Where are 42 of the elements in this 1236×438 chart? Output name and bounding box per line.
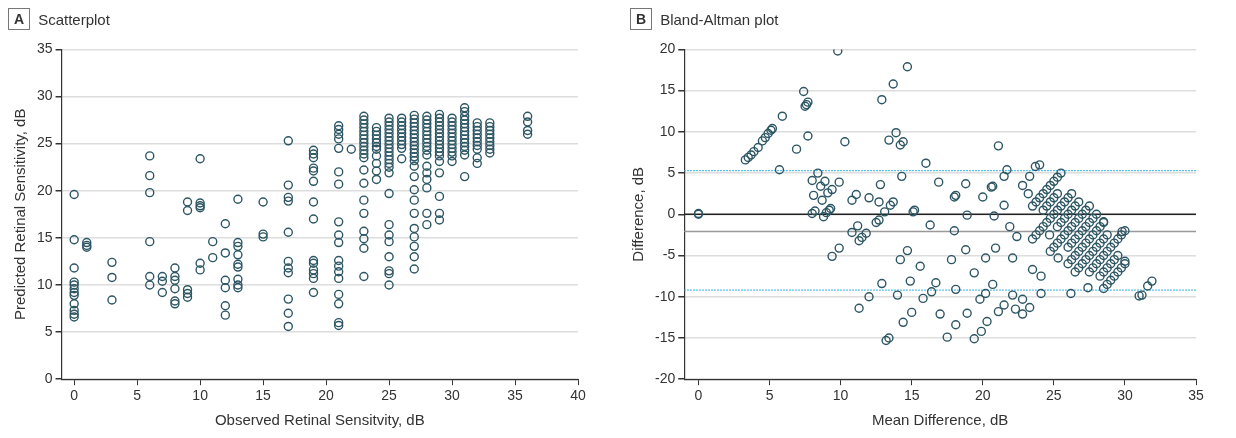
x-tick-label: 5 bbox=[765, 387, 774, 404]
y-tick-label: 10 bbox=[659, 122, 676, 139]
chart-title: Scatterplot bbox=[38, 10, 110, 28]
x-tick-label: 25 bbox=[381, 387, 398, 404]
x-tick-label: 0 bbox=[694, 387, 703, 404]
y-tick-label: 20 bbox=[659, 40, 676, 57]
chart-title: Bland-Altman plot bbox=[660, 10, 779, 28]
x-tick-label: 15 bbox=[903, 387, 920, 404]
y-tick-label: 35 bbox=[36, 40, 53, 57]
x-tick-label: 25 bbox=[1046, 387, 1062, 404]
x-tick-label: 20 bbox=[318, 387, 335, 404]
x-tick-label: 5 bbox=[133, 387, 142, 404]
y-tick-label: -5 bbox=[662, 246, 676, 263]
y-axis-title: Difference, dB bbox=[629, 166, 647, 262]
x-tick-label: 35 bbox=[1188, 387, 1204, 404]
x-tick-label: 10 bbox=[832, 387, 849, 404]
x-tick-label: 10 bbox=[192, 387, 209, 404]
y-tick-label: -15 bbox=[655, 328, 676, 345]
y-tick-label: 20 bbox=[36, 181, 53, 198]
x-tick-label: 30 bbox=[1117, 387, 1133, 404]
y-axis-title: Predicted Retinal Sensitivity, dB bbox=[11, 108, 29, 321]
y-tick-label: 15 bbox=[36, 228, 53, 245]
x-tick-label: 35 bbox=[507, 387, 524, 404]
y-tick-label: 5 bbox=[44, 322, 53, 339]
x-tick-label: 0 bbox=[70, 387, 79, 404]
y-tick-label: 0 bbox=[667, 205, 676, 222]
y-tick-label: 30 bbox=[36, 87, 53, 104]
x-tick-label: 30 bbox=[444, 387, 461, 404]
x-tick-label: 40 bbox=[570, 387, 586, 404]
y-tick-label: 10 bbox=[36, 275, 53, 292]
y-tick-label: -20 bbox=[655, 370, 676, 387]
y-tick-label: 0 bbox=[44, 370, 53, 387]
y-tick-label: 25 bbox=[36, 134, 53, 151]
x-tick-label: 20 bbox=[974, 387, 991, 404]
x-axis-title: Mean Difference, dB bbox=[871, 411, 1009, 429]
x-tick-label: 15 bbox=[255, 387, 272, 404]
text: A bbox=[8, 8, 31, 30]
y-tick-label: 5 bbox=[667, 163, 676, 180]
text: B bbox=[630, 8, 653, 30]
y-tick-label: -10 bbox=[655, 287, 676, 304]
y-tick-label: 15 bbox=[659, 81, 676, 98]
x-axis-title: Observed Retinal Sensitvity, dB bbox=[214, 411, 425, 429]
